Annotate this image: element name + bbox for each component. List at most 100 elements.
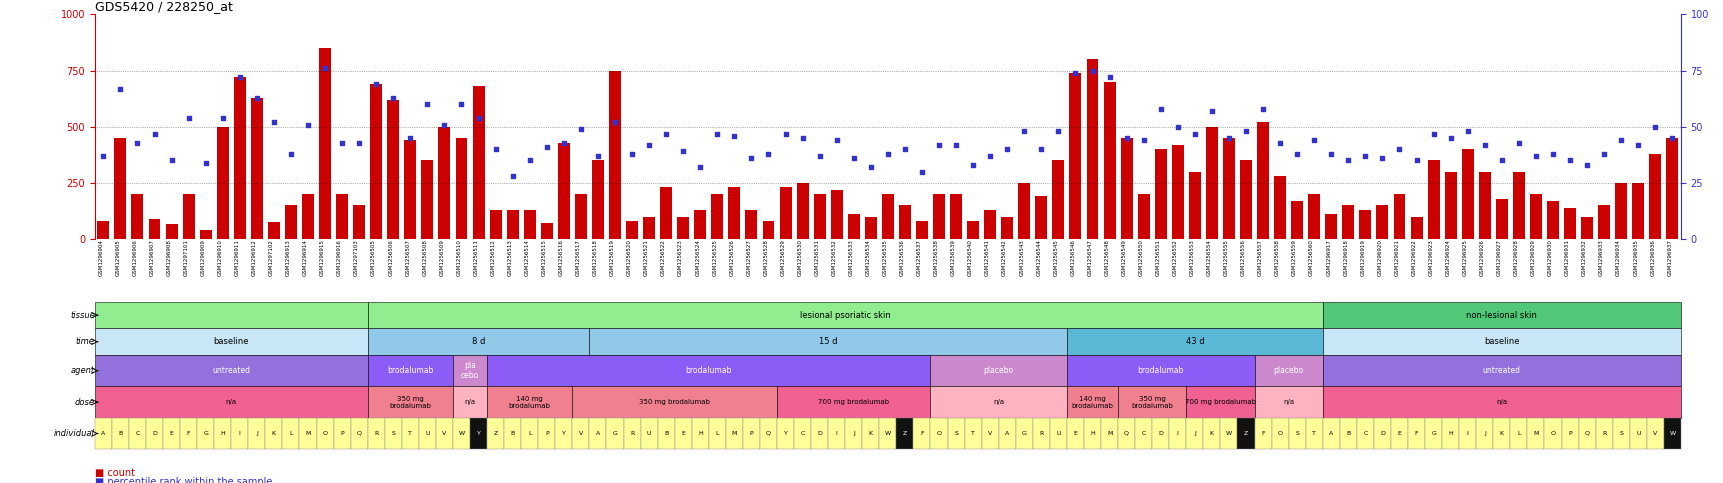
Bar xyxy=(1036,197,1046,239)
Text: S: S xyxy=(1618,431,1623,436)
Text: V: V xyxy=(579,431,582,436)
Bar xyxy=(1663,418,1680,449)
Text: S: S xyxy=(1294,431,1299,436)
Point xyxy=(1146,105,1173,113)
Point xyxy=(1658,134,1685,142)
Bar xyxy=(252,98,262,239)
Text: K: K xyxy=(1499,431,1502,436)
Text: Y: Y xyxy=(476,431,481,436)
Text: Q: Q xyxy=(1123,431,1129,436)
Bar xyxy=(656,418,674,449)
Bar xyxy=(1239,160,1251,239)
Point xyxy=(1163,123,1191,130)
Text: tissue: tissue xyxy=(71,311,95,320)
Text: I: I xyxy=(836,431,837,436)
Bar xyxy=(419,418,436,449)
Bar xyxy=(965,418,980,449)
Bar xyxy=(96,221,109,239)
Bar xyxy=(1528,194,1540,239)
Text: O: O xyxy=(936,431,941,436)
Bar xyxy=(743,418,760,449)
Text: GSM1256506: GSM1256506 xyxy=(388,239,393,276)
Point xyxy=(1385,145,1413,153)
Text: GSM1256527: GSM1256527 xyxy=(746,239,751,276)
Bar xyxy=(1220,418,1237,449)
Text: GSM1256553: GSM1256553 xyxy=(1189,239,1194,276)
Point xyxy=(1027,145,1054,153)
Bar xyxy=(830,190,843,239)
Bar xyxy=(453,355,488,386)
Bar xyxy=(300,418,317,449)
Bar xyxy=(1254,355,1322,386)
Bar xyxy=(367,418,384,449)
Bar xyxy=(1185,386,1254,418)
Point xyxy=(1316,150,1344,157)
Bar xyxy=(541,223,553,239)
Bar xyxy=(1185,418,1203,449)
Text: E: E xyxy=(1073,431,1077,436)
Bar xyxy=(367,328,589,355)
Text: O: O xyxy=(1277,431,1282,436)
Bar xyxy=(641,418,656,449)
Text: GSM1296913: GSM1296913 xyxy=(286,239,291,276)
Text: Z: Z xyxy=(1244,431,1247,436)
Bar xyxy=(1237,418,1254,449)
Point xyxy=(839,155,867,162)
Point xyxy=(1129,136,1156,144)
Text: T: T xyxy=(970,431,975,436)
Bar xyxy=(1373,418,1390,449)
Point xyxy=(567,125,594,133)
Bar xyxy=(488,355,930,386)
Bar xyxy=(1322,386,1680,418)
Point xyxy=(1061,69,1089,77)
Text: 350 mg
brodalumab: 350 mg brodalumab xyxy=(389,396,431,409)
Text: GSM1256544: GSM1256544 xyxy=(1036,239,1041,276)
Text: dose: dose xyxy=(74,398,95,407)
Text: C: C xyxy=(799,431,805,436)
Point xyxy=(327,139,355,146)
Bar xyxy=(1322,418,1339,449)
Bar xyxy=(1204,127,1216,239)
Bar xyxy=(712,194,724,239)
Bar xyxy=(367,302,1322,328)
Bar xyxy=(1222,138,1234,239)
Bar xyxy=(436,418,453,449)
Text: time: time xyxy=(76,337,95,346)
Bar xyxy=(882,194,893,239)
Bar xyxy=(1067,355,1254,386)
Point xyxy=(1111,134,1139,142)
Point xyxy=(1606,136,1633,144)
Bar xyxy=(538,418,555,449)
Bar xyxy=(1256,122,1268,239)
Point xyxy=(669,148,696,156)
Text: P: P xyxy=(750,431,753,436)
Bar xyxy=(1611,418,1628,449)
Bar xyxy=(472,86,484,239)
Point xyxy=(312,65,339,72)
Text: GSM1256560: GSM1256560 xyxy=(1308,239,1313,276)
Text: L: L xyxy=(289,431,293,436)
Text: GSM1256552: GSM1256552 xyxy=(1172,239,1177,276)
Text: V: V xyxy=(987,431,992,436)
Text: 140 mg
brodalumab: 140 mg brodalumab xyxy=(1072,396,1113,409)
Text: GSM1256525: GSM1256525 xyxy=(712,239,717,276)
Text: H: H xyxy=(1447,431,1452,436)
Point xyxy=(1539,150,1566,157)
Text: GSM1256548: GSM1256548 xyxy=(1104,239,1110,276)
Point xyxy=(1556,156,1583,164)
Bar xyxy=(1120,138,1132,239)
Bar xyxy=(420,160,432,239)
Text: n/a: n/a xyxy=(1496,399,1506,405)
Bar xyxy=(1392,194,1404,239)
Bar xyxy=(1628,418,1645,449)
Text: 43 d: 43 d xyxy=(1185,337,1203,346)
Bar xyxy=(1544,418,1561,449)
Point xyxy=(1299,136,1327,144)
Text: GSM1256532: GSM1256532 xyxy=(830,239,836,276)
Text: GSM1296909: GSM1296909 xyxy=(200,239,205,276)
Text: GSM1296907: GSM1296907 xyxy=(150,239,155,276)
Bar xyxy=(1272,418,1287,449)
Text: GSM1256529: GSM1256529 xyxy=(781,239,786,276)
Text: GDS5420 / 228250_at: GDS5420 / 228250_at xyxy=(95,0,233,14)
Bar xyxy=(913,418,930,449)
